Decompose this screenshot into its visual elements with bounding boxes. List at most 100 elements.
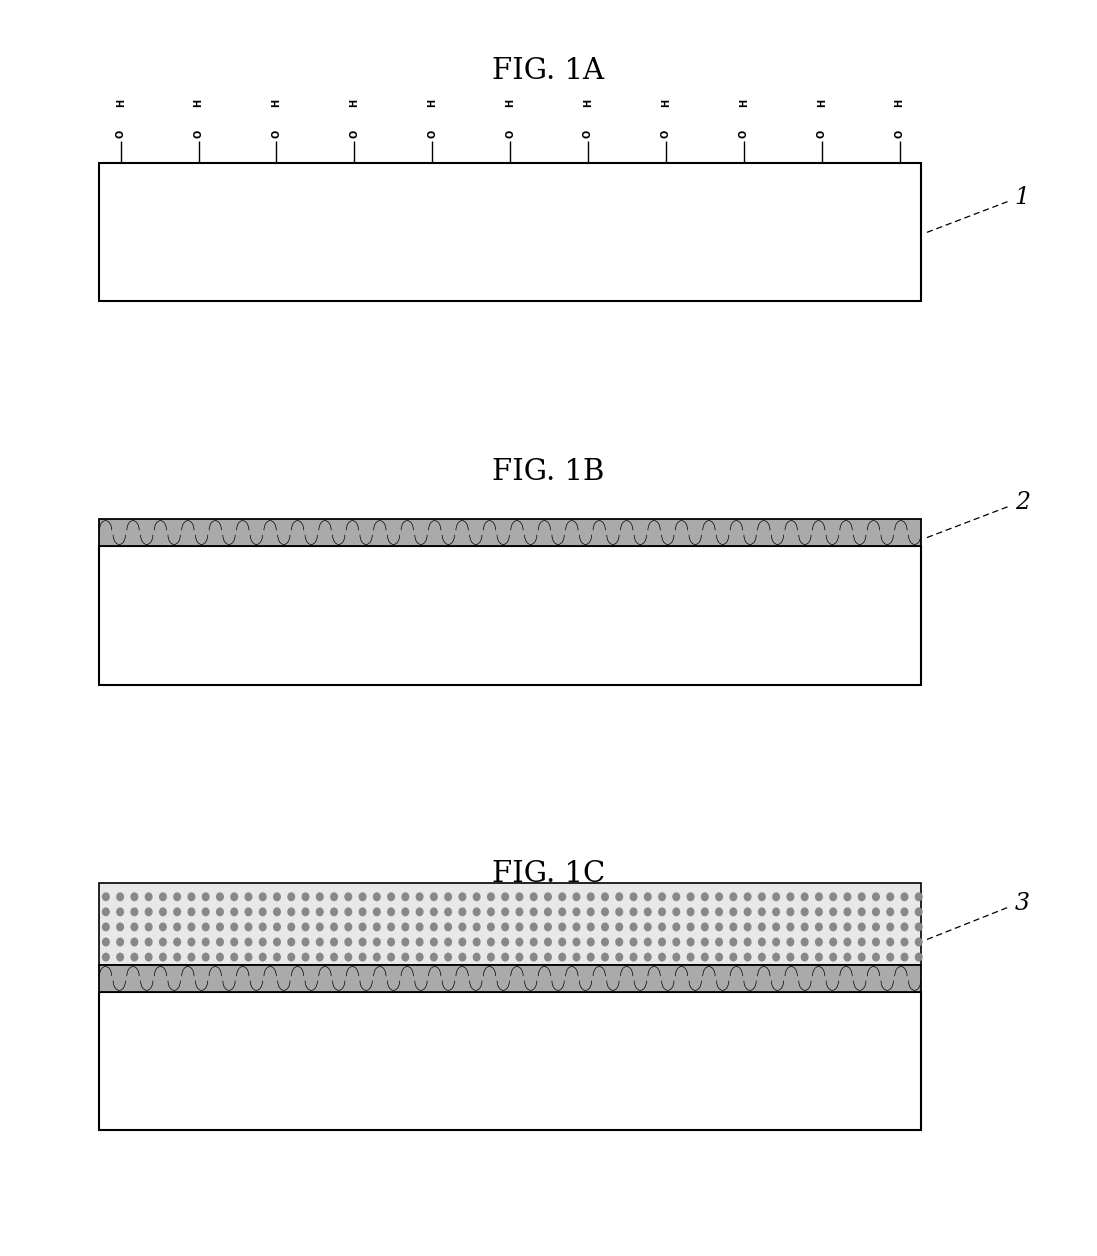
Circle shape bbox=[360, 953, 366, 961]
Text: O: O bbox=[738, 129, 749, 138]
Circle shape bbox=[544, 923, 551, 931]
Circle shape bbox=[730, 893, 737, 901]
Circle shape bbox=[388, 893, 395, 901]
Text: O: O bbox=[115, 129, 126, 138]
Text: 1: 1 bbox=[1015, 186, 1030, 208]
Circle shape bbox=[459, 923, 465, 931]
Circle shape bbox=[573, 893, 579, 901]
Circle shape bbox=[246, 893, 252, 901]
Circle shape bbox=[373, 923, 380, 931]
Circle shape bbox=[459, 893, 465, 901]
Circle shape bbox=[601, 923, 608, 931]
Circle shape bbox=[672, 938, 680, 946]
Circle shape bbox=[173, 908, 180, 916]
Circle shape bbox=[388, 938, 395, 946]
Circle shape bbox=[801, 938, 807, 946]
Circle shape bbox=[915, 923, 923, 931]
Circle shape bbox=[230, 923, 237, 931]
Circle shape bbox=[702, 923, 709, 931]
Circle shape bbox=[344, 938, 351, 946]
Circle shape bbox=[316, 908, 323, 916]
Circle shape bbox=[189, 893, 194, 901]
Circle shape bbox=[772, 953, 780, 961]
Circle shape bbox=[558, 908, 566, 916]
Text: O: O bbox=[505, 129, 516, 138]
Circle shape bbox=[730, 923, 737, 931]
Circle shape bbox=[116, 893, 123, 901]
Text: H: H bbox=[271, 99, 282, 107]
Circle shape bbox=[416, 893, 422, 901]
Circle shape bbox=[730, 908, 737, 916]
Circle shape bbox=[530, 938, 538, 946]
Text: FIG. 1C: FIG. 1C bbox=[491, 860, 606, 888]
Circle shape bbox=[715, 938, 722, 946]
Circle shape bbox=[829, 893, 836, 901]
Circle shape bbox=[202, 923, 208, 931]
Circle shape bbox=[103, 908, 109, 916]
Circle shape bbox=[730, 953, 737, 961]
Circle shape bbox=[872, 893, 880, 901]
Circle shape bbox=[116, 953, 123, 961]
Circle shape bbox=[430, 893, 437, 901]
Circle shape bbox=[360, 908, 366, 916]
Circle shape bbox=[302, 938, 308, 946]
Text: H: H bbox=[894, 99, 905, 107]
Circle shape bbox=[230, 893, 237, 901]
Circle shape bbox=[816, 953, 823, 961]
Circle shape bbox=[744, 893, 750, 901]
Circle shape bbox=[287, 953, 294, 961]
Circle shape bbox=[501, 938, 508, 946]
Circle shape bbox=[373, 893, 380, 901]
Circle shape bbox=[132, 938, 138, 946]
Text: O: O bbox=[427, 129, 438, 138]
Circle shape bbox=[801, 923, 807, 931]
Text: O: O bbox=[271, 129, 282, 138]
Circle shape bbox=[615, 938, 623, 946]
Circle shape bbox=[402, 908, 408, 916]
Text: O: O bbox=[816, 129, 827, 138]
Circle shape bbox=[487, 938, 494, 946]
Text: H: H bbox=[427, 99, 438, 107]
Circle shape bbox=[132, 908, 138, 916]
Circle shape bbox=[259, 893, 267, 901]
Circle shape bbox=[373, 908, 380, 916]
Circle shape bbox=[132, 893, 138, 901]
Bar bbox=[99, 992, 921, 1130]
Circle shape bbox=[259, 953, 267, 961]
Circle shape bbox=[544, 938, 551, 946]
Circle shape bbox=[687, 923, 694, 931]
Text: H: H bbox=[583, 99, 593, 107]
Circle shape bbox=[344, 908, 351, 916]
Circle shape bbox=[331, 923, 338, 931]
Circle shape bbox=[373, 938, 380, 946]
Circle shape bbox=[601, 953, 608, 961]
Circle shape bbox=[274, 938, 281, 946]
Circle shape bbox=[544, 908, 551, 916]
Circle shape bbox=[588, 908, 595, 916]
Circle shape bbox=[459, 908, 465, 916]
Circle shape bbox=[573, 953, 579, 961]
Bar bbox=[99, 883, 921, 965]
Circle shape bbox=[274, 908, 281, 916]
Circle shape bbox=[274, 953, 281, 961]
Circle shape bbox=[487, 923, 494, 931]
Circle shape bbox=[302, 908, 308, 916]
Circle shape bbox=[630, 908, 637, 916]
Circle shape bbox=[845, 908, 851, 916]
Circle shape bbox=[217, 893, 224, 901]
Circle shape bbox=[202, 893, 208, 901]
Circle shape bbox=[459, 938, 465, 946]
Circle shape bbox=[901, 953, 908, 961]
Circle shape bbox=[758, 923, 766, 931]
Circle shape bbox=[160, 923, 166, 931]
Circle shape bbox=[730, 938, 737, 946]
Circle shape bbox=[331, 953, 338, 961]
Circle shape bbox=[487, 908, 494, 916]
Circle shape bbox=[915, 893, 923, 901]
Circle shape bbox=[858, 938, 864, 946]
Circle shape bbox=[872, 938, 880, 946]
Circle shape bbox=[259, 908, 267, 916]
Circle shape bbox=[360, 938, 366, 946]
Circle shape bbox=[615, 953, 623, 961]
Circle shape bbox=[202, 938, 208, 946]
